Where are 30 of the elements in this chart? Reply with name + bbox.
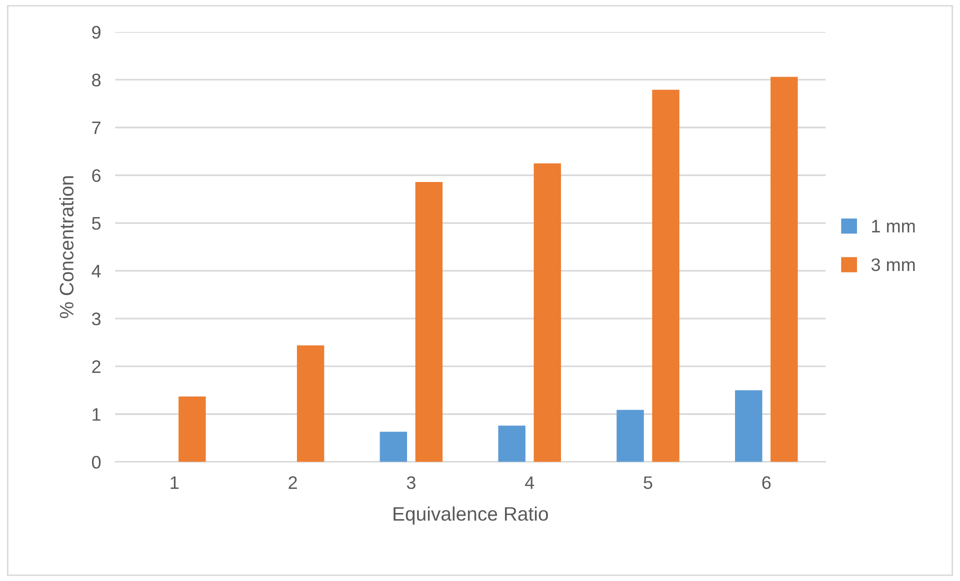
x-tick-label: 3 — [406, 476, 416, 490]
x-axis-title: Equivalence Ratio — [394, 506, 548, 525]
y-tick-label: 9 — [92, 26, 100, 39]
bar — [735, 390, 762, 462]
y-tick-label: 6 — [92, 169, 101, 182]
bar — [616, 410, 644, 462]
legend-label: 3 mm — [871, 258, 915, 272]
x-tick-label: 5 — [644, 476, 652, 490]
y-tick-label: 2 — [92, 360, 100, 373]
y-tick-label: 7 — [92, 122, 100, 134]
x-tick-label: 1 — [170, 476, 179, 489]
bar — [178, 396, 206, 462]
y-tick-label: 1 — [92, 408, 100, 421]
y-axis-title: % Concentration — [59, 176, 74, 318]
y-tick-label: 5 — [92, 217, 101, 230]
bar — [770, 76, 798, 462]
bar — [534, 163, 561, 462]
x-tick-label: 4 — [524, 476, 534, 489]
bar — [498, 426, 526, 462]
bar — [415, 182, 443, 462]
y-tick-label: 0 — [92, 456, 101, 469]
x-tick-label: 6 — [762, 476, 771, 490]
y-tick-label: 8 — [92, 74, 101, 86]
y-tick-label: 4 — [92, 264, 101, 278]
bar — [380, 432, 408, 462]
legend-label: 1 mm — [872, 220, 915, 232]
bar — [296, 345, 324, 462]
x-tick-label: 2 — [288, 476, 297, 489]
bar — [652, 90, 680, 462]
y-tick-label: 3 — [92, 312, 101, 326]
